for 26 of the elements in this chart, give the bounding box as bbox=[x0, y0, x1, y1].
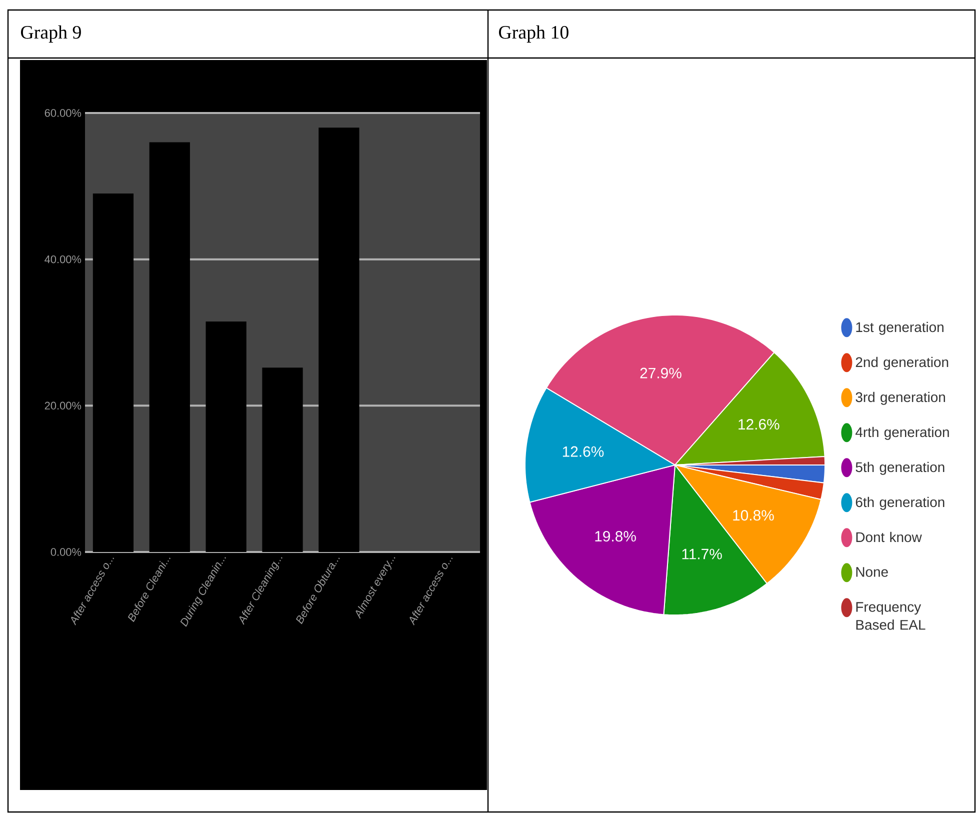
bar bbox=[262, 368, 303, 552]
y-tick-label: 60.00% bbox=[44, 109, 82, 117]
legend-label: 1st generation bbox=[856, 322, 944, 335]
bar bbox=[318, 128, 360, 552]
bar bbox=[92, 193, 134, 552]
data-label: 19.8% bbox=[595, 530, 636, 542]
data-label: 12.6% bbox=[562, 446, 604, 457]
y-tick-label: 40.00% bbox=[44, 255, 82, 264]
legend-label: 2nd generation bbox=[856, 356, 948, 370]
legend-label: 6th generation bbox=[856, 496, 944, 510]
y-tick-label: 0.00% bbox=[50, 548, 82, 556]
data-label: 11.7% bbox=[682, 548, 722, 560]
data-label: 27.9% bbox=[640, 368, 682, 378]
chart-title: Graph 9 bbox=[20, 25, 81, 43]
bar bbox=[206, 322, 246, 552]
y-tick-label: 20.00% bbox=[44, 402, 82, 410]
legend-label: 5th generation bbox=[856, 462, 944, 475]
data-label: 10.8% bbox=[733, 510, 774, 521]
chart-title: Graph 10 bbox=[498, 25, 568, 43]
legend-label: 4rth generation bbox=[856, 426, 949, 440]
legend-label: Frequency Based EAL bbox=[856, 602, 926, 630]
data-label: 12.6% bbox=[738, 419, 780, 430]
bar bbox=[149, 142, 190, 552]
legend-label: None bbox=[856, 567, 888, 577]
legend-label: 3rd generation bbox=[856, 392, 945, 405]
legend-label: Dont know bbox=[856, 532, 922, 542]
